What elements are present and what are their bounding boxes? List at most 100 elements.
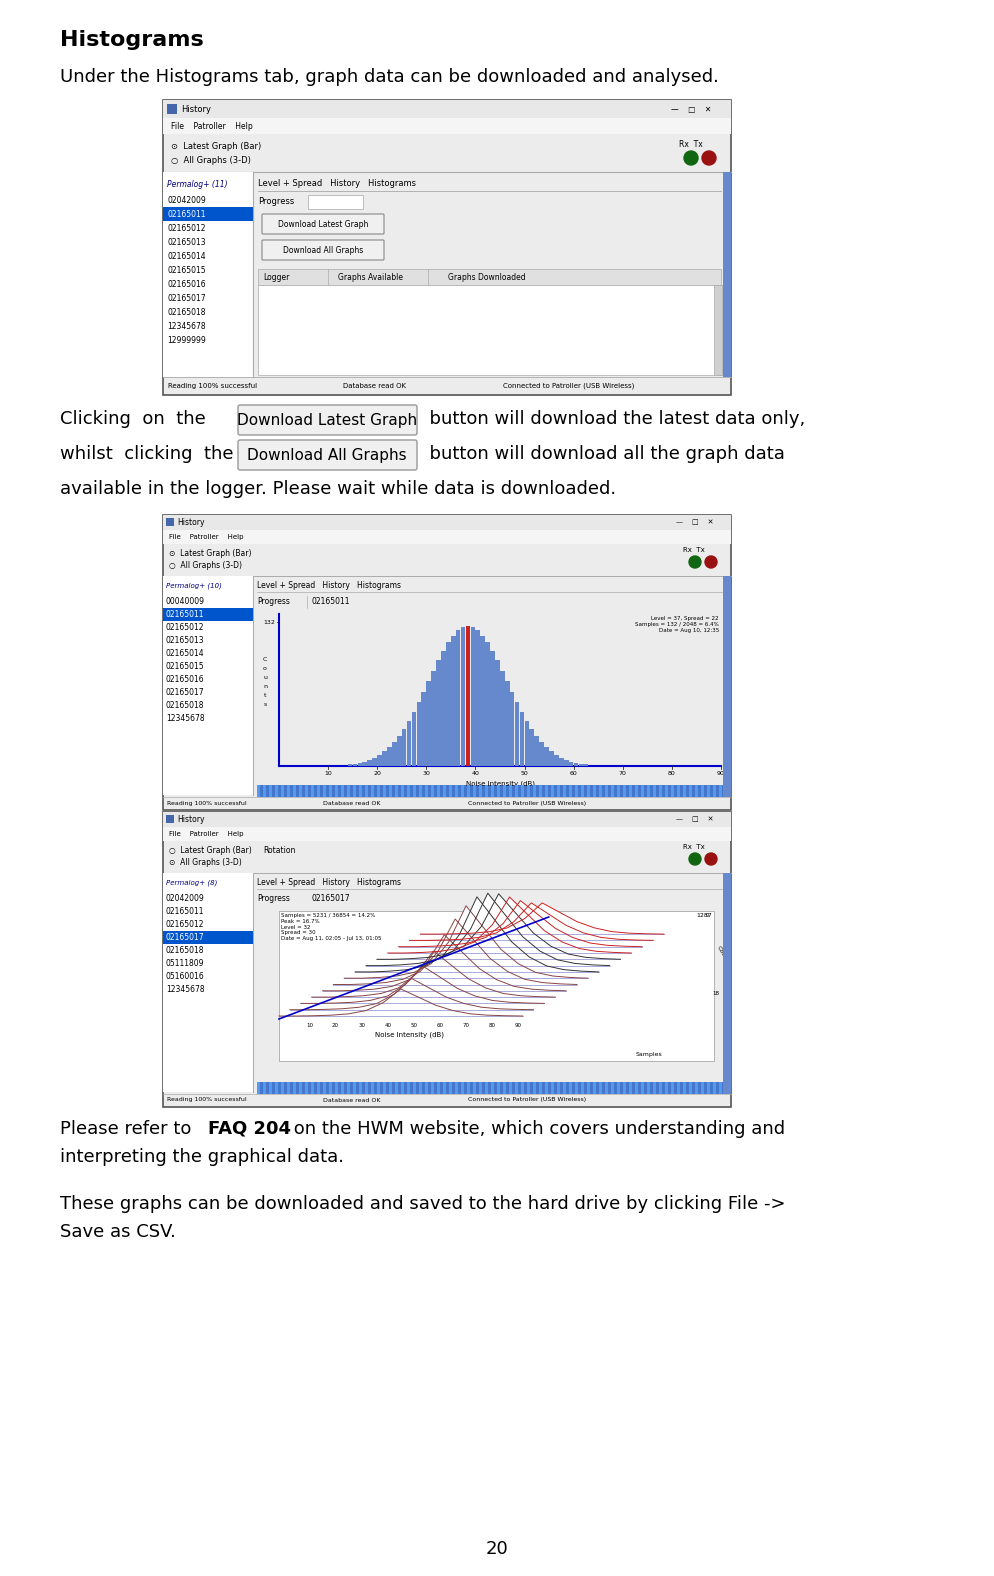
Text: u: u [262,675,266,681]
Bar [359,785,362,797]
Text: Samples = 5231 / 36854 = 14.2%
Peak = 16.7%
Level = 32
Spread = 30
Date = Aug 11: Samples = 5231 / 36854 = 14.2% Peak = 16… [280,913,381,941]
Bar [377,1083,380,1094]
Text: Permalog+ (8): Permalog+ (8) [166,879,217,886]
Bar [392,742,397,766]
Text: Counts: Counts [716,946,731,966]
Bar [377,755,382,766]
Bar [280,785,283,797]
Bar [622,1083,625,1094]
Polygon shape [399,900,641,947]
Bar [262,1083,265,1094]
Text: Graphs Downloaded: Graphs Downloaded [447,273,525,282]
Text: button will download the latest data only,: button will download the latest data onl… [417,410,804,429]
Bar [442,785,445,797]
Text: Histograms: Histograms [60,30,204,50]
Bar [436,1083,439,1094]
Text: 12345678: 12345678 [166,714,205,723]
Bar [395,1083,398,1094]
Bar [163,99,731,118]
Text: 30: 30 [358,1023,365,1028]
Bar [442,1083,445,1094]
Text: 02165015: 02165015 [167,265,206,274]
Bar [592,785,595,797]
Bar [586,1083,589,1094]
Bar [466,785,469,797]
Text: 05111809: 05111809 [166,960,205,968]
Bar [367,760,372,766]
Bar [521,1083,524,1094]
Bar [551,1083,554,1094]
Bar [466,1083,469,1094]
Text: Samples: Samples [635,1053,661,1057]
Text: ○  All Graphs (3-D): ○ All Graphs (3-D) [171,156,250,164]
Bar [539,742,544,766]
Text: 02042009: 02042009 [166,894,205,903]
Bar [598,1083,601,1094]
Polygon shape [333,919,577,985]
Bar [539,1083,542,1094]
Text: These graphs can be downloaded and saved to the hard drive by clicking File ->: These graphs can be downloaded and saved… [60,1195,784,1214]
Bar [292,785,295,797]
Bar [163,99,731,396]
Circle shape [702,151,716,165]
Text: 02165018: 02165018 [166,946,205,955]
Bar [628,1083,631,1094]
Bar [472,785,475,797]
Bar [448,1083,451,1094]
Bar [163,575,252,794]
Polygon shape [344,906,587,979]
Bar [578,764,582,766]
Text: on the HWM website, which covers understanding and: on the HWM website, which covers underst… [287,1121,784,1138]
Bar [256,1083,259,1094]
Bar [163,515,731,530]
Text: 12345678: 12345678 [166,985,205,994]
Bar [515,1083,518,1094]
Bar [701,1083,704,1094]
FancyBboxPatch shape [261,214,384,233]
Bar [592,1083,595,1094]
Bar [470,627,475,766]
Bar [352,764,357,766]
Bar [299,785,302,797]
Text: 02165017: 02165017 [167,293,206,303]
Bar [688,785,691,797]
Text: 20: 20 [373,771,381,775]
Bar [529,728,534,766]
Bar [389,785,392,797]
Text: 70: 70 [462,1023,469,1028]
Bar [496,785,500,797]
Bar [430,785,433,797]
Bar [725,1083,728,1094]
Bar [163,931,252,944]
Bar [563,1083,566,1094]
Bar [580,1083,583,1094]
Bar [454,1083,457,1094]
Text: Noise Intensity (dB): Noise Intensity (dB) [375,1031,443,1037]
Text: 02165016: 02165016 [167,279,206,288]
Text: 12999999: 12999999 [167,336,206,345]
Text: ⊙  All Graphs (3-D): ⊙ All Graphs (3-D) [169,857,242,867]
Bar [268,1083,271,1094]
Bar [484,1083,487,1094]
Bar [480,635,484,766]
Text: Connected to Patroller (USB Wireless): Connected to Patroller (USB Wireless) [467,801,585,805]
Text: ⊙  Latest Graph (Bar): ⊙ Latest Graph (Bar) [169,548,251,558]
Bar [575,785,578,797]
Text: 02165017: 02165017 [312,894,350,903]
Bar [557,785,560,797]
Bar [323,1083,326,1094]
Bar [646,785,649,797]
Bar [362,761,367,766]
Text: Connected to Patroller (USB Wireless): Connected to Patroller (USB Wireless) [467,1097,585,1103]
Bar [383,1083,386,1094]
Bar [278,911,714,1061]
Bar [445,643,450,766]
Bar [460,627,465,766]
Text: 20: 20 [485,1540,508,1559]
Bar [430,670,435,766]
Text: 02165017: 02165017 [166,689,205,697]
Text: 90: 90 [514,1023,521,1028]
Text: 60: 60 [436,1023,443,1028]
Bar [256,785,259,797]
Bar [527,785,530,797]
